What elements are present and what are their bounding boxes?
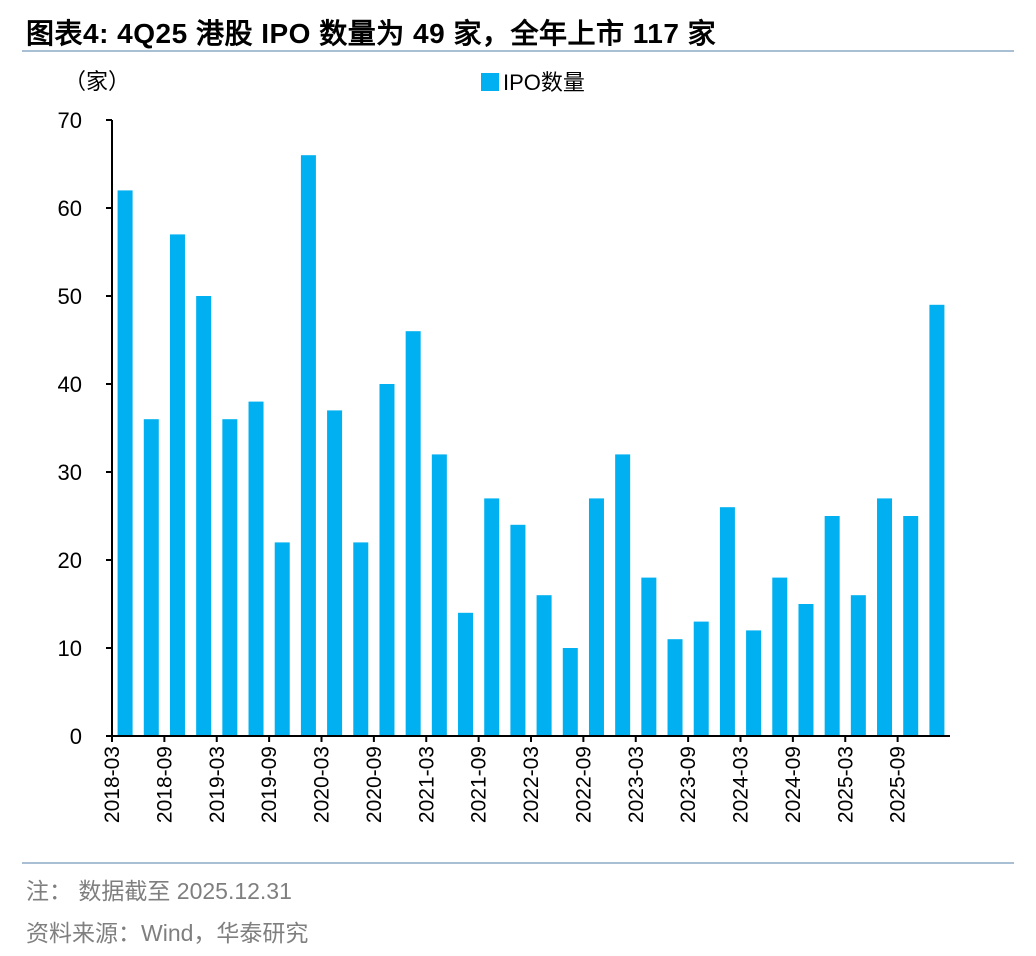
y-tick-label: 50 — [58, 284, 82, 309]
bar-2021-06 — [458, 612, 474, 736]
bars-group — [117, 155, 945, 736]
bar-2023-03 — [641, 577, 657, 736]
footnote: 注： 数据截至 2025.12.31 — [26, 878, 292, 904]
bar-2018-06 — [143, 419, 159, 736]
legend-label: IPO数量 — [503, 70, 585, 95]
bar-2024-09 — [798, 604, 814, 736]
x-tick-label: 2019-09 — [258, 746, 281, 823]
y-axis-ticks: 0 10 20 30 40 50 60 70 — [58, 108, 112, 749]
y-tick-label: 40 — [58, 372, 82, 397]
x-tick-label: 2018-03 — [101, 746, 124, 823]
bar-2025-06 — [877, 498, 893, 736]
bar-2022-06 — [562, 648, 578, 736]
bar-2024-03 — [746, 630, 762, 736]
legend-swatch — [481, 73, 499, 91]
bar-2020-09 — [379, 384, 395, 736]
bar-2018-09 — [169, 234, 185, 736]
bar-2023-09 — [693, 621, 709, 736]
bar-2019-09 — [274, 542, 290, 736]
bar-2020-03 — [327, 410, 343, 736]
x-tick-label: 2021-09 — [468, 746, 491, 823]
x-tick-label: 2020-09 — [363, 746, 386, 823]
bar-2025-09 — [903, 516, 919, 736]
page-title: 图表4: 4Q25 港股 IPO 数量为 49 家，全年上市 117 家 — [26, 18, 717, 49]
y-tick-label: 0 — [70, 724, 82, 749]
bar-2019-12 — [300, 155, 316, 736]
y-tick-label: 20 — [58, 548, 82, 573]
legend: IPO数量 — [481, 70, 585, 95]
bar-2018-12 — [196, 296, 212, 736]
bar-2023-12 — [719, 507, 735, 736]
x-tick-label: 2021-03 — [415, 746, 438, 823]
bar-2019-06 — [248, 401, 264, 736]
y-axis-unit-label: （家） — [64, 69, 131, 94]
bar-2021-12 — [510, 524, 526, 736]
footer-divider — [22, 862, 1014, 864]
x-tick-label: 2025-03 — [834, 746, 857, 823]
x-tick-label: 2023-09 — [677, 746, 700, 823]
x-tick-label: 2025-09 — [887, 746, 910, 823]
bar-2022-12 — [615, 454, 631, 736]
y-tick-label: 30 — [58, 460, 82, 485]
title-divider — [22, 50, 1014, 52]
bar-2024-06 — [772, 577, 788, 736]
x-tick-label: 2024-03 — [730, 746, 753, 823]
bar-2022-09 — [588, 498, 604, 736]
source-note: 资料来源：Wind，华泰研究 — [26, 920, 309, 946]
bar-2020-06 — [353, 542, 369, 736]
x-tick-label: 2020-03 — [311, 746, 334, 823]
bar-2019-03 — [222, 419, 238, 736]
x-tick-label: 2018-09 — [153, 746, 176, 823]
x-tick-label: 2024-09 — [782, 746, 805, 823]
x-tick-label: 2022-03 — [520, 746, 543, 823]
y-tick-label: 10 — [58, 636, 82, 661]
y-tick-label: 60 — [58, 196, 82, 221]
bar-2023-06 — [667, 639, 683, 736]
bar-2025-12 — [929, 304, 945, 736]
x-axis-ticks: 2018-03 2018-09 2019-03 2019-09 2020-03 2020-… — [101, 736, 910, 823]
bar-2022-03 — [536, 595, 552, 736]
x-tick-label: 2023-03 — [625, 746, 648, 823]
bar-2021-03 — [431, 454, 447, 736]
x-tick-label: 2022-09 — [572, 746, 595, 823]
bar-2025-03 — [850, 595, 866, 736]
y-tick-label: 70 — [58, 108, 82, 133]
x-tick-label: 2019-03 — [206, 746, 229, 823]
bar-2024-12 — [824, 516, 840, 736]
bar-2020-12 — [405, 331, 421, 736]
bar-2021-09 — [484, 498, 500, 736]
bar-2018-03 — [117, 190, 133, 736]
